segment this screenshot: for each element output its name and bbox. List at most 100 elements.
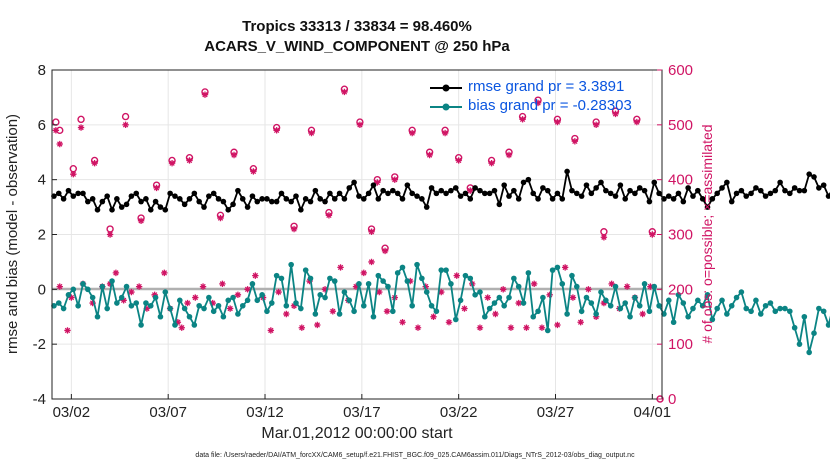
y-tick-label-left: 4 bbox=[38, 172, 46, 189]
obs-assimilated-marker bbox=[314, 321, 321, 329]
rmse-point bbox=[709, 196, 716, 202]
bias-point bbox=[167, 305, 173, 312]
bias-point bbox=[65, 292, 72, 298]
rmse-point bbox=[89, 196, 96, 202]
rmse-point bbox=[491, 187, 498, 194]
bias-point bbox=[472, 292, 478, 298]
rmse-point bbox=[743, 193, 750, 199]
bias-point bbox=[60, 305, 67, 312]
bias-point bbox=[714, 305, 720, 312]
bias-point bbox=[801, 313, 808, 320]
obs-assimilated-marker bbox=[530, 280, 538, 288]
bias-point bbox=[593, 311, 599, 317]
rmse-point bbox=[728, 198, 735, 205]
x-tick-label: 04/01 bbox=[634, 404, 672, 421]
bias-point bbox=[762, 302, 769, 309]
bias-point bbox=[496, 294, 503, 301]
obs-assimilated-marker bbox=[639, 310, 646, 318]
obs-assimilated-marker bbox=[308, 129, 315, 137]
obs-assimilated-marker bbox=[341, 88, 348, 96]
rmse-point bbox=[520, 179, 527, 186]
obs-assimilated-marker bbox=[445, 319, 453, 326]
bias-point bbox=[341, 289, 348, 295]
bias-point bbox=[399, 264, 406, 271]
rmse-point bbox=[636, 185, 643, 191]
bias-point bbox=[462, 272, 469, 279]
rmse-point bbox=[181, 201, 188, 208]
bias-point bbox=[612, 283, 619, 290]
bias-point bbox=[530, 313, 537, 320]
bias-point bbox=[820, 308, 827, 315]
obs-assimilated-marker bbox=[523, 324, 530, 331]
rmse-point bbox=[327, 190, 333, 197]
rmse-point bbox=[60, 196, 67, 202]
obs-assimilated-marker bbox=[106, 231, 114, 238]
legend: rmse grand pr = 3.3891 bias grand pr = -… bbox=[428, 78, 632, 116]
bias-point bbox=[191, 322, 198, 328]
obs-assimilated-marker bbox=[623, 283, 631, 290]
y-tick-label-left: -4 bbox=[33, 391, 46, 408]
rmse-point bbox=[564, 168, 570, 175]
y-tick-label-left: 0 bbox=[38, 281, 46, 298]
rmse-point bbox=[661, 196, 667, 202]
rmse-point bbox=[680, 198, 687, 205]
obs-assimilated-marker bbox=[70, 170, 77, 178]
bias-point bbox=[559, 281, 566, 287]
obs-assimilated-marker bbox=[234, 291, 242, 299]
obs-assimilated-marker bbox=[554, 118, 561, 126]
rmse-point bbox=[457, 193, 464, 199]
rmse-point bbox=[273, 198, 280, 205]
bias-point bbox=[607, 302, 614, 309]
bias-point bbox=[109, 278, 115, 284]
bias-point bbox=[210, 308, 217, 315]
bias-point bbox=[777, 305, 783, 312]
rmse-point bbox=[515, 196, 522, 202]
rmse-point bbox=[603, 187, 609, 194]
bias-point bbox=[433, 308, 440, 315]
rmse-point bbox=[578, 193, 585, 199]
bias-point bbox=[283, 302, 290, 309]
bias-point bbox=[622, 300, 629, 306]
bias-point bbox=[569, 272, 575, 279]
rmse-point bbox=[94, 207, 101, 213]
bias-point bbox=[147, 302, 154, 309]
obs-assimilated-marker bbox=[106, 280, 114, 288]
obs-assimilated-marker bbox=[201, 91, 209, 98]
obs-assimilated-marker bbox=[376, 288, 383, 296]
obs-assimilated-marker bbox=[283, 310, 290, 318]
rmse-point bbox=[448, 187, 454, 194]
rmse-point bbox=[356, 193, 362, 199]
rmse-point bbox=[816, 185, 822, 191]
rmse-point bbox=[186, 196, 193, 202]
rmse-point bbox=[268, 198, 275, 205]
obs-assimilated-marker bbox=[192, 294, 199, 301]
bias-point bbox=[419, 275, 425, 282]
bias-point bbox=[603, 297, 609, 304]
y-tick-label-left: 6 bbox=[38, 117, 46, 134]
obs-assimilated-marker bbox=[461, 305, 468, 312]
bias-point bbox=[661, 311, 667, 317]
bias-point bbox=[482, 313, 488, 320]
obs-assimilated-marker bbox=[612, 110, 619, 118]
obs-assimilated-marker bbox=[352, 283, 360, 290]
rmse-point bbox=[293, 193, 299, 199]
rmse-point bbox=[583, 182, 590, 188]
obs-assimilated-marker bbox=[325, 212, 333, 219]
rmse-point bbox=[239, 196, 246, 202]
obs-assimilated-marker bbox=[252, 272, 259, 279]
bias-point bbox=[501, 302, 507, 309]
obs-assimilated-marker bbox=[453, 272, 460, 279]
bias-point bbox=[230, 294, 236, 301]
bias-point bbox=[254, 297, 261, 304]
legend-rmse-label: rmse grand pr = 3.3891 bbox=[468, 78, 625, 95]
rmse-point bbox=[569, 187, 575, 194]
obs-assimilated-marker bbox=[250, 168, 257, 175]
rmse-point bbox=[419, 196, 425, 202]
bias-point bbox=[811, 330, 817, 337]
rmse-point bbox=[535, 196, 541, 202]
obs-assimilated-marker bbox=[561, 264, 569, 271]
obs-assimilated-marker bbox=[186, 157, 193, 164]
rmse-point bbox=[167, 190, 173, 197]
bias-point bbox=[724, 311, 730, 317]
obs-assimilated-marker bbox=[408, 129, 416, 137]
